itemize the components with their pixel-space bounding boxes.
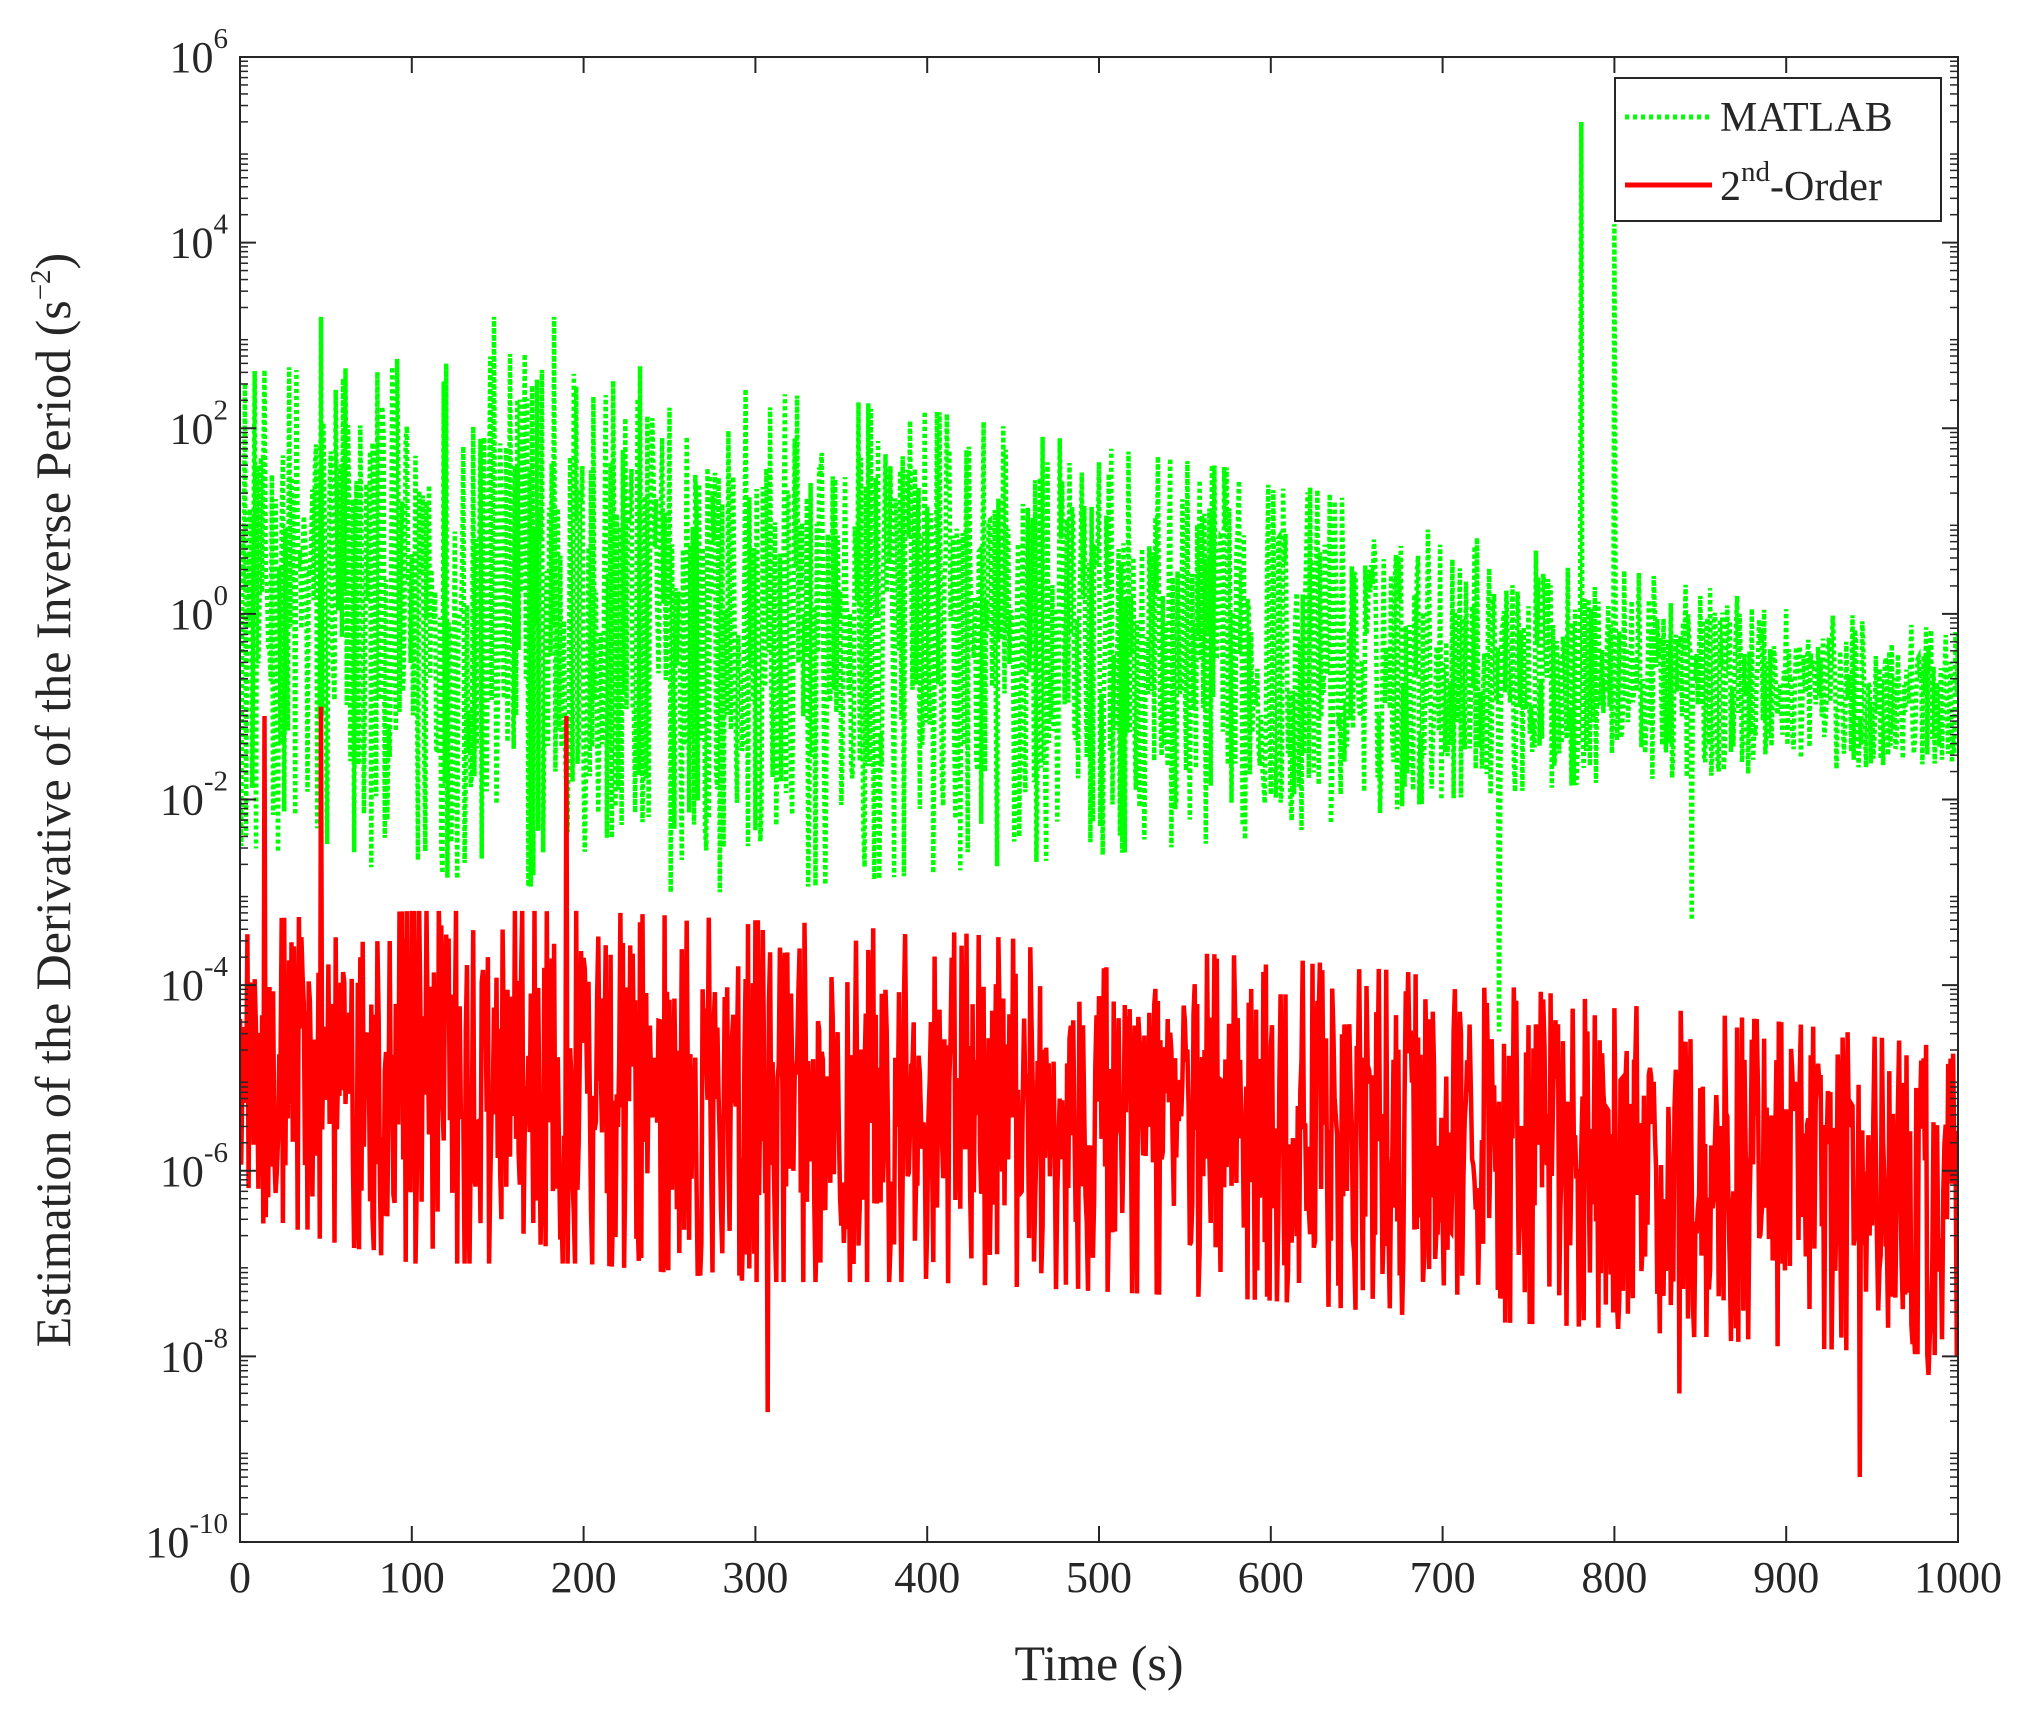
x-tick-label: 700 [1410,1553,1476,1602]
x-tick-label: 0 [229,1553,251,1602]
x-axis-label: Time (s) [1014,1635,1183,1691]
y-tick-label: 100 [170,580,229,639]
legend-label-2nd-order-sup: nd [1741,156,1771,188]
x-tick-label: 100 [379,1553,445,1602]
y-axis-label: Estimation of the Derivative of the Inve… [25,253,81,1347]
x-tick-label: 300 [722,1553,788,1602]
y-tick-label-exponent: -10 [189,1508,228,1540]
y-tick-label-base: 10 [145,1518,189,1567]
x-tick-label: 800 [1581,1553,1647,1602]
series-line-matlab [240,121,1958,1032]
y-tick-label-base: 10 [160,1332,204,1381]
legend-label-matlab: MATLAB [1720,95,1893,141]
plot-frame [239,56,1959,1543]
series-layer [240,121,1958,1478]
x-tick-labels: 0 100 200 300 400 500 600 700 800 900 1000 [229,1553,2002,1602]
y-axis-label-close: ) [25,253,81,270]
y-tick-label: 104 [170,209,229,268]
y-tick-label-base: 10 [170,590,214,639]
y-tick-label-base: 10 [160,961,204,1010]
y-tick-label: 10-4 [160,951,229,1010]
legend: MATLAB 2nd-Order [1614,77,1942,222]
y-tick-label-exponent: -2 [204,766,228,798]
y-tick-label: 106 [170,23,229,82]
y-tick-label: 10-10 [145,1508,228,1567]
x-tick-label: 600 [1238,1553,1304,1602]
y-tick-label-exponent: 4 [214,209,229,241]
y-tick-label: 10-2 [160,766,228,825]
x-tick-label: 900 [1753,1553,1819,1602]
ticks-layer [239,56,1959,1543]
x-tick-label: 500 [1066,1553,1132,1602]
legend-label-2nd-order: 2nd-Order [1720,156,1882,210]
x-tick-label: 400 [894,1553,960,1602]
series-line-2nd-order [240,706,1958,1478]
x-tick-label: 200 [551,1553,617,1602]
x-tick-label: 1000 [1914,1553,2002,1602]
legend-label-2nd-order-base: 2 [1720,164,1741,210]
y-tick-label-exponent: 6 [214,23,229,55]
y-tick-label-base: 10 [160,776,204,825]
y-tick-label-base: 10 [170,219,214,268]
y-tick-label-exponent: -4 [204,951,229,983]
y-tick-label: 10-6 [160,1137,228,1196]
legend-label-2nd-order-rest: -Order [1770,164,1882,210]
y-tick-label-base: 10 [170,404,214,453]
y-axis-label-main: Estimation of the Derivative of the Inve… [25,300,81,1347]
y-tick-label-exponent: -6 [204,1137,228,1169]
y-axis-label-exponent: −2 [25,269,57,300]
y-tick-label: 10-8 [160,1322,228,1381]
y-tick-label: 102 [170,394,229,453]
y-tick-label-base: 10 [160,1147,204,1196]
legend-box [1614,77,1942,222]
y-tick-label-exponent: 0 [214,580,229,612]
y-tick-label-exponent: -8 [204,1322,228,1354]
y-tick-label-base: 10 [170,33,214,82]
y-tick-label-exponent: 2 [214,394,229,426]
